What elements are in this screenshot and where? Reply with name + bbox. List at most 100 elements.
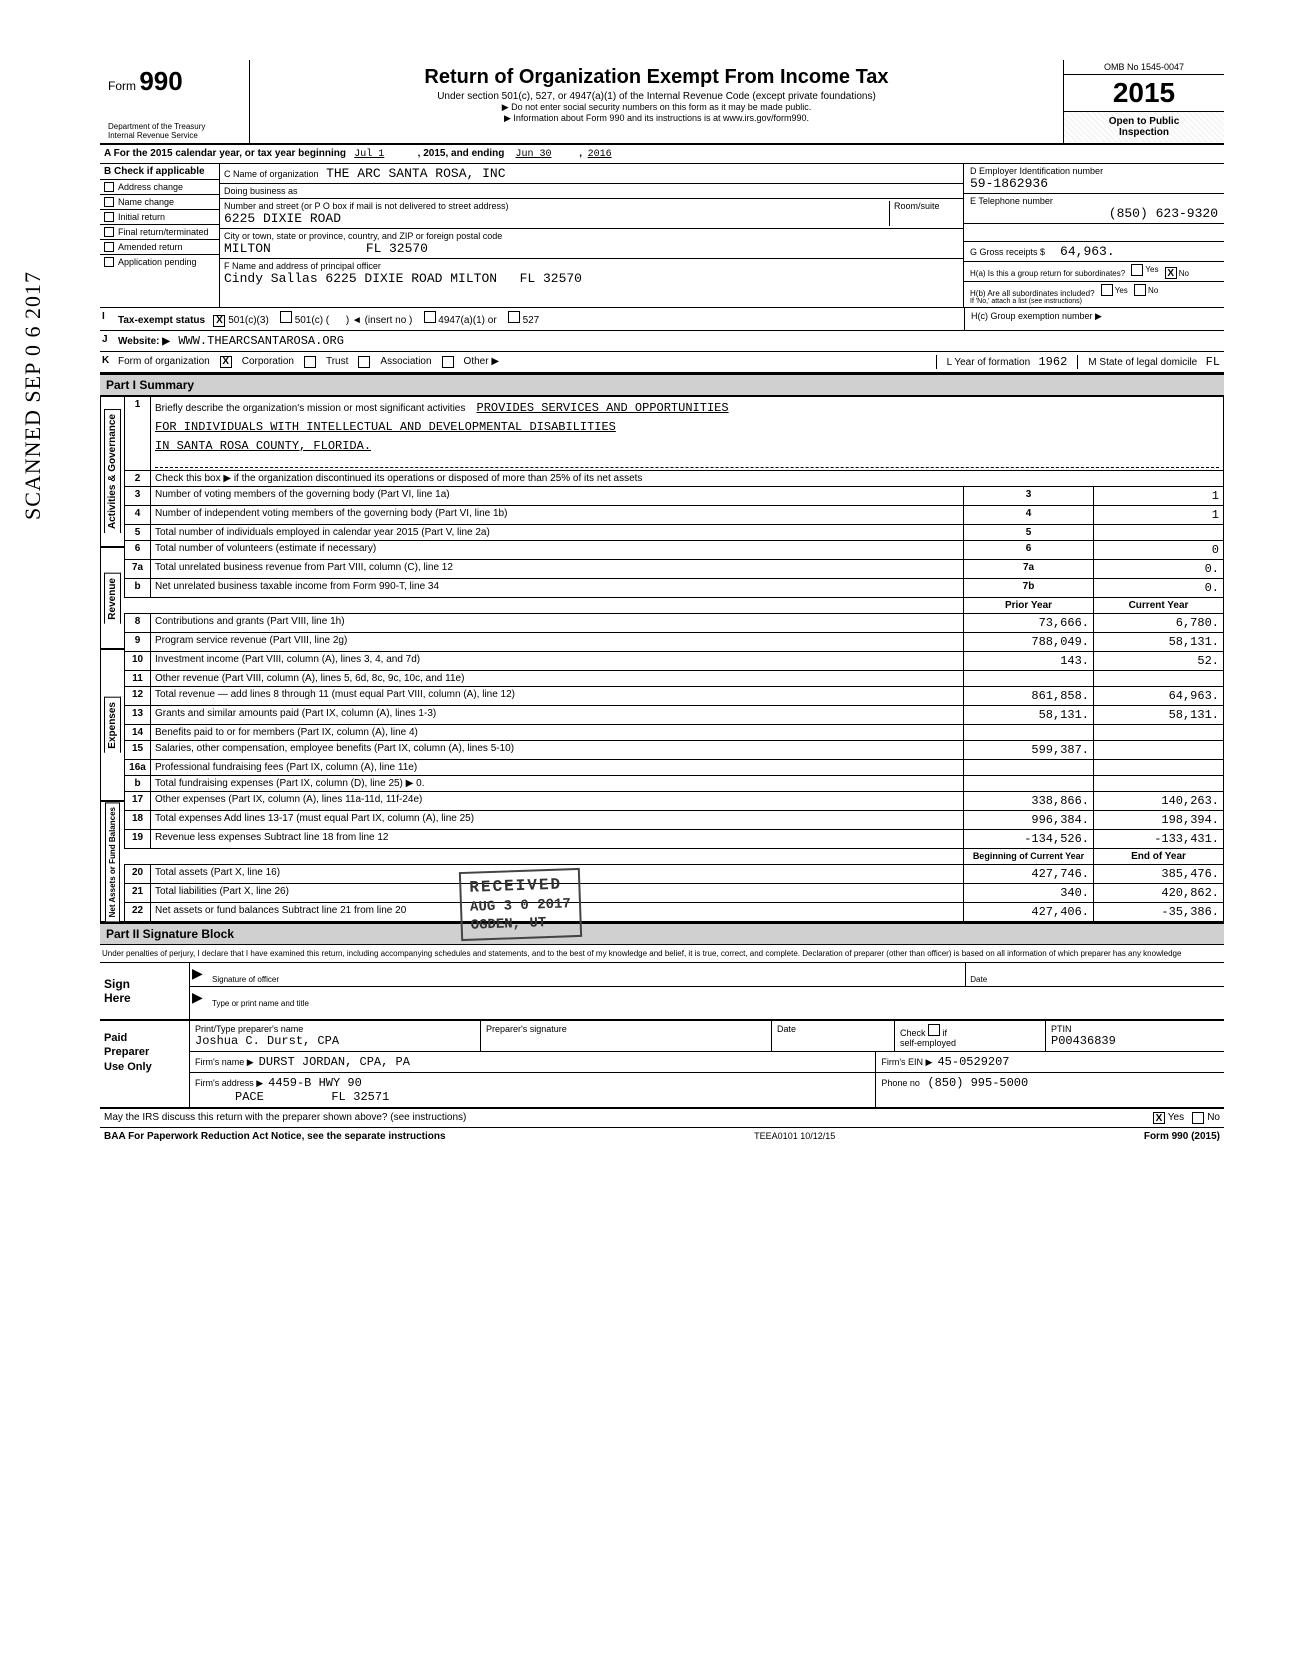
checkbox-icon[interactable] — [424, 311, 436, 323]
preparer-date[interactable]: Date — [772, 1021, 895, 1051]
check-amended: Amended return — [100, 240, 219, 255]
gross-receipts-row: G Gross receipts $ 64,963. — [964, 242, 1224, 262]
ein-row: D Employer Identification number 59-1862… — [964, 164, 1224, 194]
perjury-statement: Under penalties of perjury, I declare th… — [100, 945, 1224, 963]
row-a-tax-year: A For the 2015 calendar year, or tax yea… — [100, 145, 1224, 164]
checkbox-icon[interactable]: X — [1165, 267, 1177, 279]
open-to-public: Open to Public Inspection — [1064, 112, 1224, 142]
checkbox-icon[interactable] — [304, 356, 316, 368]
checkbox-icon[interactable] — [104, 212, 114, 222]
table-row: 11 Other revenue (Part VIII, column (A),… — [125, 671, 1224, 687]
arrow-icon: ▶ — [190, 987, 208, 1010]
prior-current-header: Prior Year Current Year — [125, 598, 1224, 614]
room-suite: Room/suite — [889, 201, 959, 226]
col-d-right: D Employer Identification number 59-1862… — [964, 164, 1224, 308]
checkbox-icon[interactable]: X — [213, 315, 225, 327]
table-row: 12 Total revenue — add lines 8 through 1… — [125, 687, 1224, 706]
check-address-change: Address change — [100, 180, 219, 195]
table-row: b Net unrelated business taxable income … — [125, 579, 1224, 598]
checkbox-icon[interactable] — [280, 311, 292, 323]
form-note1: ▶ Do not enter social security numbers o… — [260, 102, 1053, 113]
col-b-header: B Check if applicable — [100, 164, 219, 180]
side-label-revenue: Revenue — [104, 573, 121, 624]
org-name-row: C Name of organization THE ARC SANTA ROS… — [220, 164, 963, 184]
city-row: City or town, state or province, country… — [220, 229, 963, 259]
table-row: 13 Grants and similar amounts paid (Part… — [125, 706, 1224, 725]
checkbox-icon[interactable] — [104, 182, 114, 192]
part-1-header: Part I Summary — [100, 373, 1224, 396]
officer-row: F Name and address of principal officer … — [220, 259, 963, 288]
checkbox-icon[interactable]: X — [1153, 1112, 1165, 1124]
table-row: 16a Professional fundraising fees (Part … — [125, 760, 1224, 776]
firm-addr-row: Firm's address ▶ 4459-B HWY 90 PACE FL 3… — [190, 1073, 1224, 1107]
firm-name-row: Firm's name ▶ DURST JORDAN, CPA, PA Firm… — [190, 1052, 1224, 1073]
preparer-row-1: Print/Type preparer's name Joshua C. Dur… — [190, 1021, 1224, 1052]
side-label-net-assets: Net Assets or Fund Balances — [105, 802, 120, 921]
dba-row: Doing business as — [220, 184, 963, 199]
section-b-to-g: B Check if applicable Address change Nam… — [100, 164, 1224, 309]
checkbox-icon[interactable] — [508, 311, 520, 323]
arrow-icon: ▶ — [190, 963, 208, 986]
summary-section: Activities & Governance Revenue Expenses… — [100, 396, 1224, 923]
table-row: 14 Benefits paid to or for members (Part… — [125, 725, 1224, 741]
table-row: 4 Number of independent voting members o… — [125, 506, 1224, 525]
table-row: 7a Total unrelated business revenue from… — [125, 560, 1224, 579]
checkbox-icon[interactable] — [928, 1024, 940, 1036]
checkbox-icon[interactable] — [104, 227, 114, 237]
form-header: Form 990 Department of the Treasury Inte… — [100, 60, 1224, 145]
row-2: 2 Check this box ▶ if the organization d… — [125, 471, 1224, 487]
table-row: 3 Number of voting members of the govern… — [125, 487, 1224, 506]
table-row: 5 Total number of individuals employed i… — [125, 525, 1224, 541]
sign-date-field[interactable]: Date — [966, 963, 1224, 986]
table-row: 21 Total liabilities (Part X, line 26) 3… — [125, 884, 1224, 903]
form-note2: ▶ Information about Form 990 and its ins… — [260, 113, 1053, 124]
mission-row: 1 Briefly describe the organization's mi… — [125, 396, 1224, 471]
tax-year: 2015 — [1064, 75, 1224, 112]
form-label: Form — [108, 79, 136, 93]
print-name-field[interactable]: Type or print name and title — [208, 987, 1224, 1010]
omb-number: OMB No 1545-0047 — [1064, 60, 1224, 75]
checkbox-icon[interactable] — [1101, 284, 1113, 296]
paid-preparer-label: Paid Preparer Use Only — [100, 1021, 190, 1107]
h-c-row: H(c) Group exemption number ▶ — [964, 308, 1224, 330]
checkbox-icon[interactable] — [104, 197, 114, 207]
spacer — [964, 224, 1224, 242]
begin-end-header: Beginning of Current Year End of Year — [125, 849, 1224, 865]
table-row: 22 Net assets or fund balances Subtract … — [125, 903, 1224, 922]
checkbox-icon[interactable] — [104, 257, 114, 267]
preparer-signature[interactable]: Preparer's signature — [481, 1021, 772, 1051]
table-row: 19 Revenue less expenses Subtract line 1… — [125, 830, 1224, 849]
checkbox-icon[interactable] — [104, 242, 114, 252]
dept-irs: Internal Revenue Service — [108, 132, 241, 141]
checkbox-icon[interactable] — [1134, 284, 1146, 296]
checkbox-icon[interactable] — [358, 356, 370, 368]
table-row: 8 Contributions and grants (Part VIII, l… — [125, 614, 1224, 633]
col-c-org-info: C Name of organization THE ARC SANTA ROS… — [220, 164, 964, 308]
checkbox-icon[interactable]: X — [220, 356, 232, 368]
row-i-tax-exempt: I Tax-exempt status X 501(c)(3) 501(c) (… — [100, 308, 1224, 331]
check-name-change: Name change — [100, 195, 219, 210]
check-initial-return: Initial return — [100, 210, 219, 225]
officer-signature-field[interactable]: Signature of officer — [208, 963, 966, 986]
table-row: 15 Salaries, other compensation, employe… — [125, 741, 1224, 760]
check-pending: Application pending — [100, 255, 219, 269]
checkbox-icon[interactable] — [1192, 1112, 1204, 1124]
addr-row: Number and street (or P O box if mail is… — [220, 199, 963, 229]
row-j-website: J Website: ▶ WWW.THEARCSANTAROSA.ORG — [100, 331, 1224, 352]
checkbox-icon[interactable] — [442, 356, 454, 368]
h-a-row: H(a) Is this a group return for subordin… — [964, 262, 1224, 283]
h-b-row: H(b) Are all subordinates included? Yes … — [964, 282, 1224, 307]
col-b-checkboxes: B Check if applicable Address change Nam… — [100, 164, 220, 308]
summary-table: 1 Briefly describe the organization's mi… — [124, 396, 1224, 923]
table-row: 9 Program service revenue (Part VIII, li… — [125, 633, 1224, 652]
table-row: 20 Total assets (Part X, line 16) 427,74… — [125, 865, 1224, 884]
form-title: Return of Organization Exempt From Incom… — [260, 66, 1053, 89]
form-number: 990 — [139, 66, 182, 96]
paid-preparer-block: Paid Preparer Use Only Print/Type prepar… — [100, 1021, 1224, 1109]
phone-row: E Telephone number (850) 623-9320 — [964, 194, 1224, 224]
scanned-stamp: SCANNED SEP 0 6 2017 — [20, 271, 46, 520]
form-number-box: Form 990 Department of the Treasury Inte… — [100, 60, 250, 143]
table-row: 10 Investment income (Part VIII, column … — [125, 652, 1224, 671]
checkbox-icon[interactable] — [1131, 264, 1143, 276]
side-label-expenses: Expenses — [104, 697, 121, 753]
